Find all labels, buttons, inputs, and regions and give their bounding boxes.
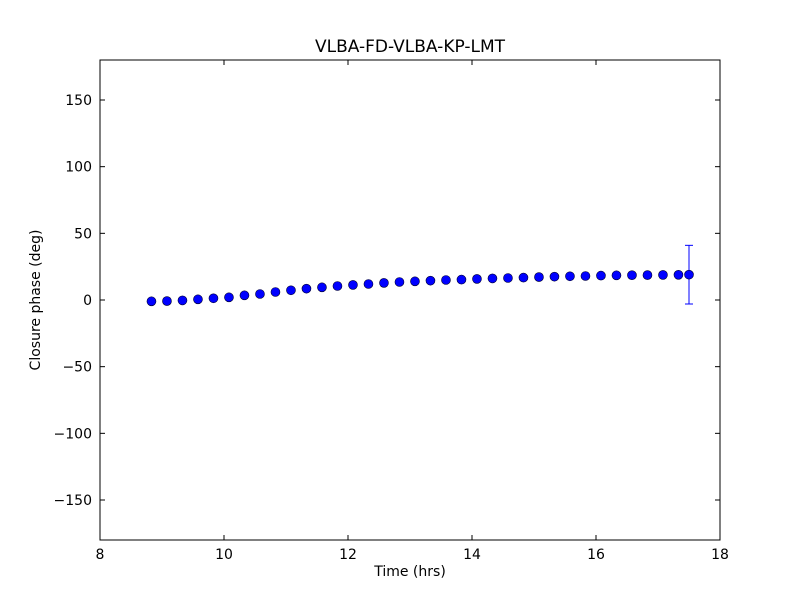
data-point — [549, 271, 560, 282]
data-point — [487, 273, 498, 284]
x-tick-label: 12 — [339, 547, 357, 563]
data-point — [684, 269, 694, 280]
data-point — [348, 280, 358, 290]
data-point — [270, 287, 281, 297]
data-point — [394, 277, 405, 287]
data-point — [658, 270, 668, 280]
x-axis: 8 10 12 14 16 18 — [96, 60, 729, 563]
data-point — [255, 289, 265, 299]
y-tick-label: 100 — [65, 160, 92, 176]
data-point — [239, 290, 250, 301]
data-point — [565, 271, 575, 282]
y-tick-label: −50 — [62, 360, 92, 376]
data-point — [503, 273, 513, 283]
data-point — [673, 269, 684, 280]
data-point — [642, 270, 653, 280]
data-point — [425, 275, 436, 286]
x-axis-label: Time (hrs) — [373, 564, 446, 580]
data-point — [456, 274, 467, 285]
x-tick-label: 10 — [215, 547, 233, 563]
x-tick-label: 8 — [96, 547, 105, 563]
data-point — [332, 281, 343, 291]
y-tick-label: 150 — [65, 93, 92, 109]
data-point — [534, 272, 544, 282]
y-axis-label: Closure phase (deg) — [28, 230, 44, 371]
chart-title: VLBA-FD-VLBA-KP-LMT — [315, 37, 506, 57]
data-point — [379, 278, 389, 288]
data-point — [627, 270, 637, 281]
data-point — [146, 296, 157, 307]
data-point — [193, 294, 203, 305]
data-point — [177, 295, 188, 306]
data-point — [410, 276, 420, 287]
y-tick-label: 0 — [83, 293, 92, 309]
data-point — [518, 272, 529, 283]
data-point — [472, 274, 482, 284]
data-point — [301, 283, 312, 294]
data-point — [363, 279, 374, 289]
x-tick-label: 16 — [587, 547, 605, 563]
data-point — [286, 285, 296, 296]
x-tick-label: 14 — [463, 547, 481, 563]
data-point — [162, 296, 172, 306]
x-tick-label: 18 — [711, 547, 729, 563]
data-point — [611, 270, 622, 281]
data-point — [317, 282, 327, 293]
plot-frame — [99, 59, 721, 541]
y-tick-label: −100 — [54, 426, 92, 442]
data-point — [441, 275, 451, 285]
y-axis: −150 −100 −50 0 50 100 150 — [54, 93, 720, 509]
data-point — [580, 271, 591, 281]
data-points — [146, 269, 694, 307]
y-tick-label: −150 — [54, 493, 92, 509]
data-point — [224, 292, 234, 303]
data-point — [208, 293, 219, 304]
y-tick-label: 50 — [74, 226, 92, 242]
data-point — [596, 270, 606, 281]
